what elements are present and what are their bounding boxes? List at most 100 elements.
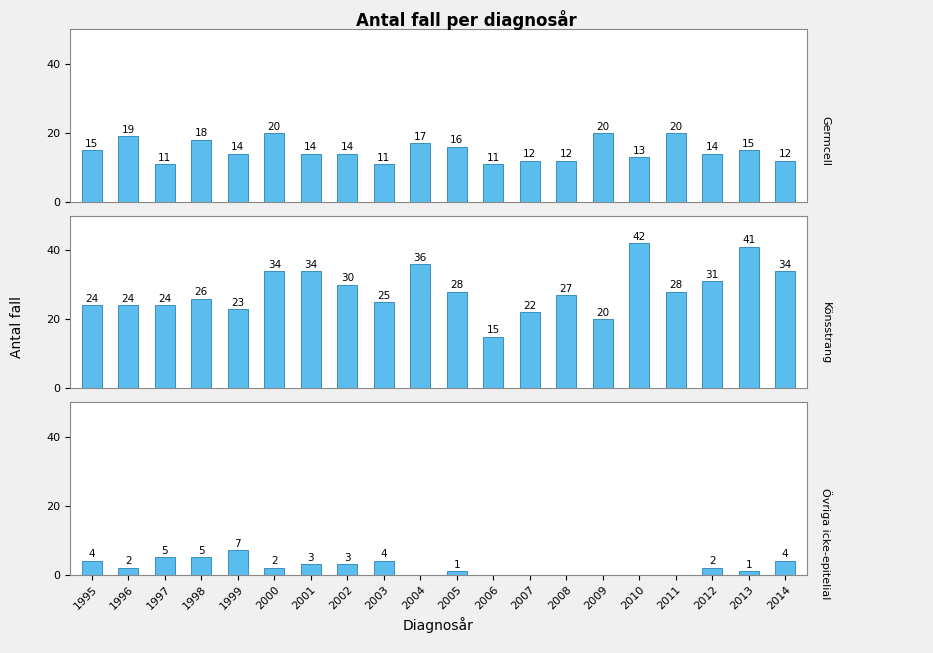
Text: 20: 20 bbox=[268, 121, 281, 131]
Text: 11: 11 bbox=[159, 153, 172, 163]
Bar bbox=[228, 550, 248, 575]
Text: 14: 14 bbox=[231, 142, 244, 152]
Bar bbox=[300, 271, 321, 389]
Text: 23: 23 bbox=[231, 298, 244, 308]
Text: 15: 15 bbox=[487, 325, 500, 335]
Text: 34: 34 bbox=[778, 260, 792, 270]
Text: 7: 7 bbox=[234, 539, 241, 549]
Bar bbox=[447, 292, 466, 389]
Bar bbox=[337, 153, 357, 202]
Bar bbox=[665, 292, 686, 389]
Text: 5: 5 bbox=[161, 546, 168, 556]
Text: 15: 15 bbox=[742, 139, 756, 149]
Text: Germcell: Germcell bbox=[820, 116, 830, 166]
Text: 4: 4 bbox=[381, 549, 387, 560]
Text: 18: 18 bbox=[195, 129, 208, 138]
Bar bbox=[191, 298, 212, 389]
Bar bbox=[337, 564, 357, 575]
Bar bbox=[592, 319, 613, 389]
Bar bbox=[82, 150, 102, 202]
Bar bbox=[703, 281, 722, 389]
Bar bbox=[155, 306, 174, 389]
Bar bbox=[775, 161, 795, 202]
Text: 25: 25 bbox=[377, 291, 390, 300]
Text: 41: 41 bbox=[742, 236, 756, 246]
Bar bbox=[629, 244, 649, 389]
Text: 28: 28 bbox=[450, 280, 464, 291]
Bar bbox=[264, 133, 285, 202]
Bar bbox=[264, 271, 285, 389]
Bar bbox=[592, 133, 613, 202]
Text: 13: 13 bbox=[633, 146, 646, 155]
Text: 1: 1 bbox=[745, 560, 752, 570]
Text: 20: 20 bbox=[596, 308, 609, 318]
Text: 15: 15 bbox=[85, 139, 99, 149]
Bar bbox=[191, 140, 212, 202]
Bar bbox=[374, 164, 394, 202]
Bar bbox=[155, 558, 174, 575]
Text: 11: 11 bbox=[377, 153, 390, 163]
Bar bbox=[228, 153, 248, 202]
Bar bbox=[629, 157, 649, 202]
Text: 14: 14 bbox=[705, 142, 718, 152]
Bar bbox=[739, 150, 759, 202]
Bar bbox=[82, 561, 102, 575]
Text: 34: 34 bbox=[304, 260, 317, 270]
Bar bbox=[739, 571, 759, 575]
Bar bbox=[228, 309, 248, 389]
Text: 2: 2 bbox=[271, 556, 278, 566]
Text: 2: 2 bbox=[125, 556, 132, 566]
Bar bbox=[703, 567, 722, 575]
Bar bbox=[775, 561, 795, 575]
Text: 16: 16 bbox=[450, 135, 464, 146]
Bar bbox=[703, 153, 722, 202]
Text: Antal fall: Antal fall bbox=[9, 296, 24, 357]
Text: 11: 11 bbox=[487, 153, 500, 163]
Bar bbox=[411, 143, 430, 202]
Bar bbox=[556, 295, 577, 389]
Text: 26: 26 bbox=[195, 287, 208, 297]
Bar bbox=[118, 306, 138, 389]
Text: 5: 5 bbox=[198, 546, 204, 556]
Bar bbox=[82, 306, 102, 389]
Text: 24: 24 bbox=[159, 294, 172, 304]
Text: 12: 12 bbox=[778, 149, 792, 159]
Text: 3: 3 bbox=[344, 553, 351, 563]
Text: 1: 1 bbox=[453, 560, 460, 570]
Bar bbox=[155, 164, 174, 202]
Text: Övriga icke-epitelial: Övriga icke-epitelial bbox=[819, 488, 831, 599]
Bar bbox=[775, 271, 795, 389]
Text: Könsstrang: Könsstrang bbox=[820, 302, 830, 364]
X-axis label: Diagnosår: Diagnosår bbox=[403, 617, 474, 633]
Bar bbox=[118, 136, 138, 202]
Bar bbox=[447, 147, 466, 202]
Text: 4: 4 bbox=[782, 549, 788, 560]
Bar bbox=[520, 161, 540, 202]
Text: 22: 22 bbox=[523, 301, 536, 311]
Bar bbox=[374, 561, 394, 575]
Bar bbox=[739, 247, 759, 389]
Bar bbox=[374, 302, 394, 389]
Text: Antal fall per diagnosår: Antal fall per diagnosår bbox=[356, 10, 577, 30]
Bar bbox=[483, 336, 503, 389]
Bar bbox=[665, 133, 686, 202]
Text: 36: 36 bbox=[413, 253, 427, 263]
Text: 14: 14 bbox=[341, 142, 354, 152]
Text: 4: 4 bbox=[89, 549, 95, 560]
Bar bbox=[300, 564, 321, 575]
Bar bbox=[264, 567, 285, 575]
Bar bbox=[520, 312, 540, 389]
Text: 34: 34 bbox=[268, 260, 281, 270]
Text: 30: 30 bbox=[341, 274, 354, 283]
Text: 12: 12 bbox=[560, 149, 573, 159]
Text: 17: 17 bbox=[413, 132, 427, 142]
Bar bbox=[483, 164, 503, 202]
Text: 31: 31 bbox=[705, 270, 718, 280]
Text: 19: 19 bbox=[121, 125, 135, 135]
Text: 14: 14 bbox=[304, 142, 317, 152]
Bar bbox=[118, 567, 138, 575]
Bar bbox=[300, 153, 321, 202]
Bar bbox=[411, 264, 430, 389]
Text: 20: 20 bbox=[669, 121, 682, 131]
Text: 2: 2 bbox=[709, 556, 716, 566]
